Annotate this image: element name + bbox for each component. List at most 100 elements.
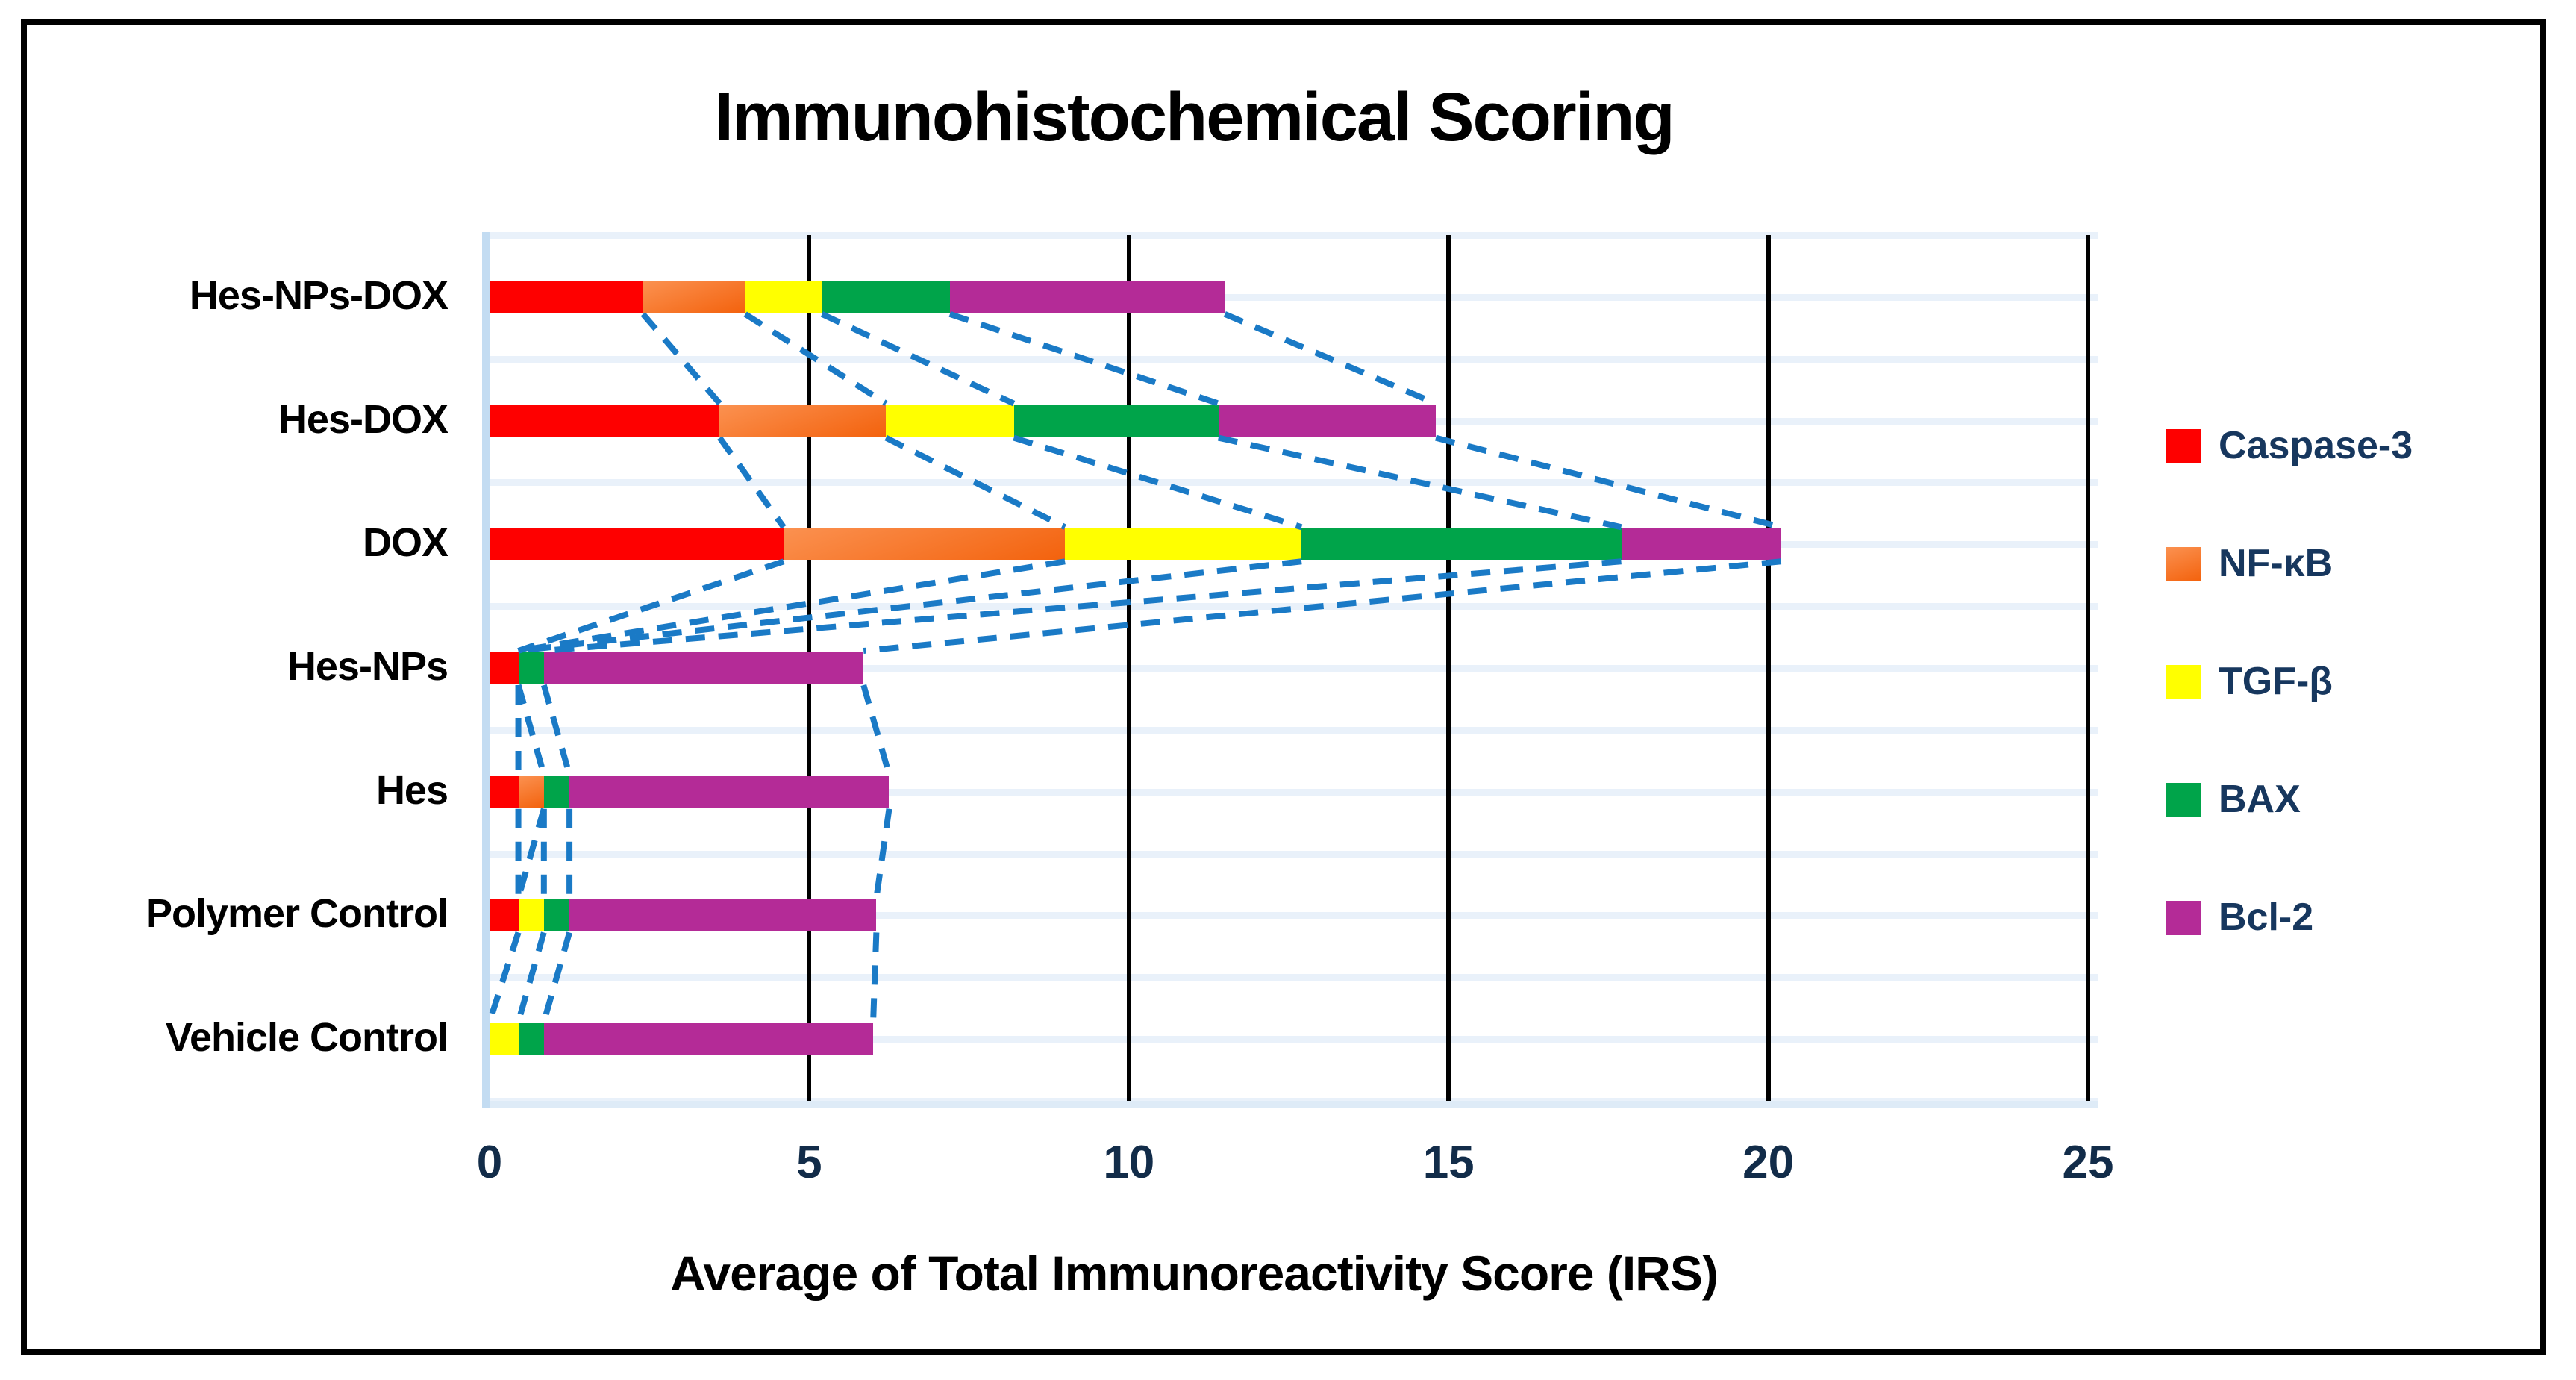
x-axis-line [490,1101,2098,1108]
vertical-gridline [1766,235,1771,1101]
x-tick-label: 25 [2062,1137,2114,1188]
series-line [540,931,572,1023]
horizontal-gridline [487,603,2098,611]
vertical-gridline [2086,235,2090,1101]
horizontal-gridline [487,788,2098,796]
horizontal-gridline [487,665,2098,672]
series-line [543,558,1622,654]
vertical-gridline [1126,235,1131,1101]
series-line [884,434,1066,530]
legend-label: BAX [2219,778,2301,821]
bar-segment-TGF [1065,528,1302,561]
legend-label: TGF-β [2219,660,2333,703]
bar-segment-BAX [822,281,950,313]
bar-segment-Bcl2 [543,1023,874,1055]
series-line [870,932,880,1022]
bar-segment-Bcl2 [1621,528,1781,561]
series-line [948,311,1220,407]
bar-segment-BAX [518,1023,544,1055]
bar-segment-Caspase3 [490,899,519,931]
series-line [515,684,547,775]
horizontal-gridline [487,479,2098,487]
legend-item: Caspase-3 [2166,424,2495,474]
horizontal-gridline [487,232,2098,239]
series-line [518,558,1302,654]
category-label: Vehicle Control [165,1015,448,1061]
legend-item: TGF-β [2166,660,2495,710]
series-line [517,558,1066,654]
x-axis-label: Average of Total Immunoreactivity Score … [670,1246,1719,1301]
x-tick-label: 15 [1422,1137,1475,1188]
bar-segment-NFB [719,405,887,437]
bar-segment-TGF [886,405,1014,437]
category-label: Polymer Control [145,891,448,937]
bar-segment-NFB [784,528,1066,561]
bar-segment-TGF [745,281,822,313]
bar-segment-BAX [543,899,570,931]
bar-segment-Caspase3 [490,281,643,313]
series-line [717,436,787,529]
horizontal-gridline [487,974,2098,981]
legend-swatch-icon [2166,547,2201,581]
y-axis-line [482,232,490,1108]
series-line [540,684,572,775]
legend-swatch-icon [2166,783,2201,817]
horizontal-gridline [487,293,2098,301]
series-line [1223,311,1437,407]
series-line [640,312,722,406]
horizontal-gridline [487,912,2098,920]
legend-item: Bcl-2 [2166,896,2495,946]
vertical-gridline [1446,235,1451,1101]
figure-border [21,19,2546,1355]
legend-swatch-icon [2166,429,2201,463]
bar-segment-Caspase3 [490,652,519,684]
horizontal-gridline [487,850,2098,858]
category-label: DOX [362,520,448,566]
x-tick-label: 0 [476,1137,503,1188]
series-line [863,558,1782,654]
series-line [517,558,785,654]
horizontal-gridline [487,1036,2098,1043]
legend-label: Bcl-2 [2219,896,2314,939]
bar-segment-Bcl2 [569,775,890,808]
series-line [1217,434,1622,531]
legend-swatch-icon [2166,665,2201,699]
bar-segment-Bcl2 [569,899,877,931]
category-label: Hes-NPs [287,644,448,689]
bar-segment-Caspase3 [490,528,784,561]
bar-segment-Bcl2 [1218,405,1437,437]
bar-segment-BAX [518,652,544,684]
bar-segment-TGF [490,1023,519,1055]
series-line [820,311,1016,407]
x-tick-label: 5 [796,1137,822,1188]
legend-swatch-icon [2166,901,2201,935]
legend-label: NF-κB [2219,542,2333,585]
bar-segment-BAX [1013,405,1219,437]
bar-segment-NFB [643,281,745,313]
bar-segment-TGF [518,899,544,931]
bar-segment-NFB [518,775,544,808]
bar-segment-Bcl2 [949,281,1225,313]
chart-title: Immunohistochemical Scoring [714,79,1675,155]
series-line [743,311,888,406]
series-line [860,684,892,775]
horizontal-gridline [487,726,2098,734]
legend-item: NF-κB [2166,542,2495,592]
legend-item: BAX [2166,778,2495,828]
category-label: Hes-DOX [278,396,448,442]
bar-segment-Caspase3 [490,405,720,437]
series-line [1435,434,1782,531]
series-line [487,931,522,1023]
bar-segment-BAX [1301,528,1622,561]
x-tick-label: 10 [1103,1137,1155,1188]
x-tick-label: 20 [1742,1137,1795,1188]
category-label: Hes [375,767,448,813]
series-line [515,931,547,1023]
series-line [873,808,892,899]
legend-label: Caspase-3 [2219,424,2413,467]
bar-segment-Bcl2 [543,652,864,684]
horizontal-gridline [487,355,2098,363]
category-label: Hes-NPs-DOX [189,272,448,318]
